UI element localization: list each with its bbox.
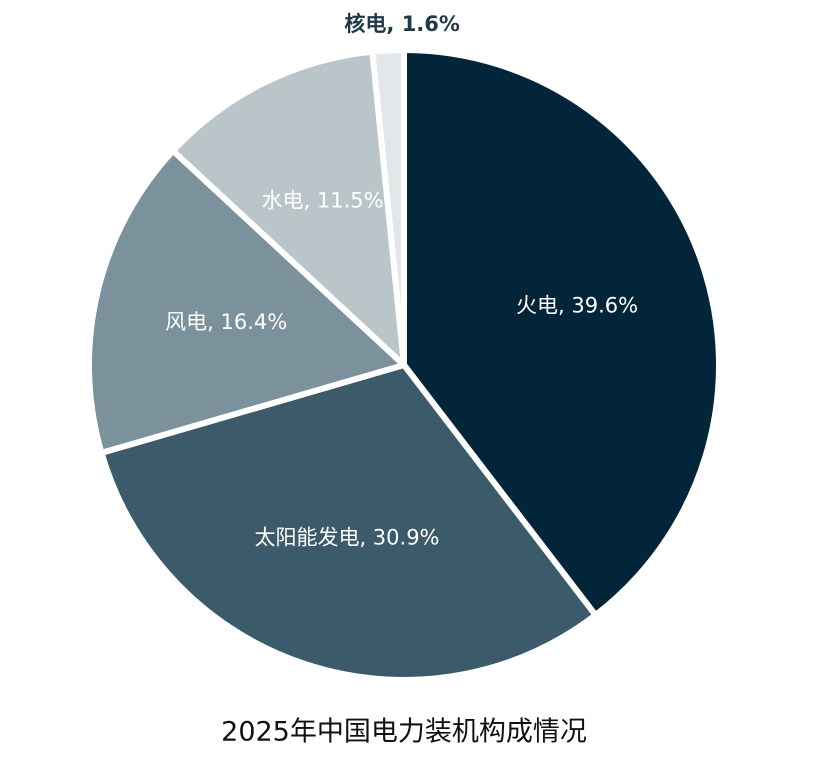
slice-category: 火电 bbox=[516, 293, 558, 317]
slice-label: 火电, 39.6% bbox=[516, 293, 638, 317]
slice-category: 太阳能发电 bbox=[254, 526, 359, 550]
pie-slice bbox=[86, 147, 407, 456]
pie-slice bbox=[401, 47, 722, 619]
slice-label: 水电, 11.5% bbox=[262, 188, 384, 212]
slice-category: 水电 bbox=[262, 188, 304, 212]
pie-slice bbox=[170, 48, 407, 368]
slice-value: , 11.5% bbox=[304, 188, 384, 212]
pie-slice bbox=[369, 47, 407, 368]
slice-value: , 16.4% bbox=[207, 310, 287, 334]
slice-value: , 1.6% bbox=[386, 12, 460, 36]
slice-value: , 39.6% bbox=[558, 293, 638, 317]
slice-value: , 30.9% bbox=[359, 526, 439, 550]
pie-slice bbox=[98, 362, 599, 683]
slice-label: 风电, 16.4% bbox=[165, 310, 287, 334]
slice-category: 核电 bbox=[344, 12, 386, 36]
slice-label: 太阳能发电, 30.9% bbox=[254, 526, 439, 550]
slice-label: 核电, 1.6% bbox=[344, 12, 460, 36]
chart-title: 2025年中国电力装机构成情况 bbox=[221, 717, 587, 748]
slice-category: 风电 bbox=[165, 310, 207, 334]
